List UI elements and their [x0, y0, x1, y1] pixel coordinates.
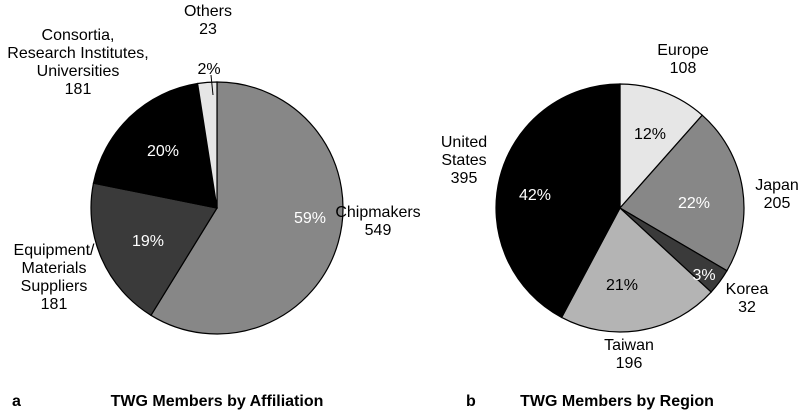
- pie-slice-affiliation-2: [92, 82, 218, 209]
- pie-percent-label-region-4: 42%: [519, 187, 551, 204]
- pie-slice-region-3: [560, 207, 712, 333]
- pie-chart-region: 12% Europe 108 22% Japan 205 3% Korea 32 21% Taiwa…: [441, 42, 799, 372]
- pie-category-label-affiliation-1: Equipment/Materials Suppliers 181: [14, 242, 95, 313]
- pie-percent-label-region-2: 3%: [692, 267, 715, 284]
- pie-category-label-line-affiliation-0-0: Chipmakers: [335, 204, 420, 221]
- pie-percent-label-affiliation-2: 20%: [147, 143, 179, 160]
- pie-slice-affiliation-3: [196, 81, 218, 209]
- pie-category-label-line-affiliation-1-1: Materials: [22, 260, 87, 277]
- pie-category-label-region-4: United States 395: [441, 134, 487, 187]
- pie-slice-affiliation-0: [150, 81, 344, 335]
- pie-slice-affiliation-1: [90, 182, 218, 317]
- pie-category-label-line-region-2-1: 32: [738, 299, 756, 316]
- pie-category-label-line-affiliation-1-3: 181: [41, 296, 68, 313]
- pie-percent-label-affiliation-3: 2%: [197, 61, 220, 78]
- pie-category-label-region-2: Korea 32: [726, 281, 769, 316]
- pie-category-label-affiliation-0: Chipmakers 549: [335, 204, 420, 239]
- pie-category-label-affiliation-3: Others 23: [184, 3, 232, 38]
- pie-slice-region-4: [495, 83, 621, 319]
- pie-category-label-line-affiliation-3-0: Others: [184, 3, 232, 20]
- pie-category-label-line-region-0-0: Europe: [657, 42, 709, 59]
- pie-percent-label-affiliation-0: 59%: [294, 210, 326, 227]
- pie-percent-label-region-0: 12%: [634, 126, 666, 143]
- pie-percent-label-affiliation-1: 19%: [132, 233, 164, 250]
- leader-line-affiliation-0: [210, 74, 214, 96]
- panel-letter-a: a: [12, 393, 21, 410]
- pie-category-label-line-affiliation-2-1: Research Institutes,: [7, 45, 148, 62]
- pie-category-label-line-region-4-1: States: [441, 152, 486, 169]
- pie-category-label-line-region-3-0: Taiwan: [604, 337, 654, 354]
- pie-category-label-line-region-2-0: Korea: [726, 281, 769, 298]
- pie-category-label-line-affiliation-2-3: 181: [65, 81, 92, 98]
- panel-letter-b: b: [466, 393, 476, 410]
- chart-title-region: TWG Members by Region: [520, 393, 714, 410]
- chart-title-affiliation: TWG Members by Affiliation: [111, 393, 324, 410]
- pie-category-label-line-region-0-1: 108: [670, 60, 697, 77]
- pie-category-label-line-affiliation-2-0: Consortia,: [42, 27, 115, 44]
- pie-chart-affiliation: 59% Chipmakers 549 19% Equipment/Materials Su…: [7, 3, 421, 335]
- pie-category-label-affiliation-2: Consortia, Research Institutes, Universiti…: [7, 27, 148, 98]
- pie-category-label-line-region-1-1: 205: [764, 195, 791, 212]
- pie-category-label-line-affiliation-1-2: Suppliers: [21, 278, 88, 295]
- pie-category-label-line-region-1-0: Japan: [755, 177, 799, 194]
- pie-category-label-line-region-3-1: 196: [616, 355, 643, 372]
- pie-category-label-region-0: Europe 108: [657, 42, 709, 77]
- pie-category-label-line-affiliation-0-1: 549: [365, 222, 392, 239]
- pie-category-label-region-1: Japan 205: [755, 177, 799, 212]
- pie-category-label-line-affiliation-3-1: 23: [199, 21, 217, 38]
- pie-category-label-line-affiliation-1-0: Equipment/: [14, 242, 95, 259]
- pie-slice-region-0: [619, 83, 704, 210]
- pie-category-label-line-region-4-0: United: [441, 134, 487, 151]
- pie-percent-label-region-3: 21%: [606, 277, 638, 294]
- pie-slice-region-1: [619, 114, 745, 272]
- pie-percent-label-region-1: 22%: [678, 195, 710, 212]
- pie-category-label-region-3: Taiwan 196: [604, 337, 654, 372]
- pie-category-label-line-affiliation-2-2: Universities: [37, 63, 120, 80]
- pie-category-label-line-region-4-2: 395: [451, 170, 478, 187]
